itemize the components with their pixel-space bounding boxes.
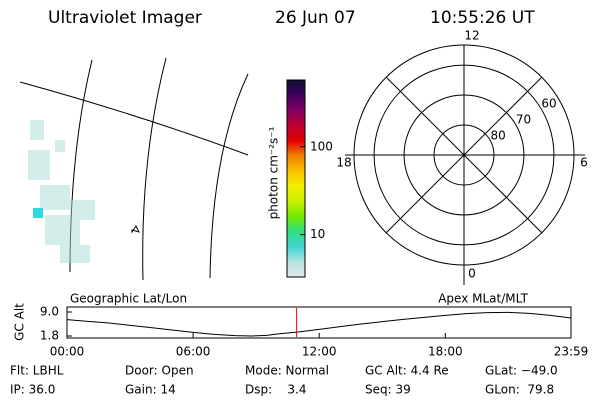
polar-axis (385, 76, 543, 234)
tick-label: 10 (310, 227, 325, 241)
longitude-line (209, 73, 249, 279)
colorbar (286, 79, 306, 278)
ring-label: 80 (491, 128, 506, 142)
mlt-label: 0 (468, 267, 476, 281)
polar-ring (373, 64, 555, 246)
status-field: Mode: Normal (245, 364, 329, 378)
y-axis-label: GC Alt (13, 303, 27, 341)
date: 26 Jun 07 (275, 8, 356, 28)
mlt-label: 12 (464, 29, 479, 43)
y-tick-label: 9.0 (40, 305, 59, 319)
ring-label: 70 (516, 113, 531, 127)
x-tick-label: 12:00 (302, 345, 337, 359)
status-field: Seq: 39 (365, 383, 411, 397)
title: Ultraviolet Imager (48, 8, 202, 28)
mlt-label: 6 (580, 156, 588, 170)
x-tick-label: 18:00 (428, 345, 463, 359)
status-field: Gain: 14 (125, 383, 176, 397)
x-tick-label: 06:00 (176, 345, 211, 359)
status-field: GC Alt: 4.4 Re (365, 364, 449, 378)
status-field: Dsp: 3.4 (245, 383, 307, 397)
polar-grid (345, 45, 585, 285)
longitude-line (142, 57, 167, 281)
ring-label: 60 (541, 97, 556, 111)
map (19, 57, 249, 281)
status-field: GLat: −49.0 (485, 364, 558, 378)
polar-ring (403, 94, 525, 216)
time: 10:55:26 UT (430, 8, 535, 28)
aurora-bright (33, 208, 43, 218)
status-field: Flt: LBHL (10, 364, 64, 378)
latitude-line (19, 81, 249, 156)
aurora (28, 120, 95, 263)
polar-ring (433, 124, 495, 186)
status-field: Door: Open (125, 364, 194, 378)
station-marker (131, 225, 140, 234)
panel-title: Apex MLat/MLT (438, 292, 528, 306)
altitude-line (66, 311, 572, 337)
status-field: IP: 36.0 (10, 383, 55, 397)
y-tick-label: 1.8 (40, 329, 59, 343)
status-field: GLon: 79.8 (485, 383, 554, 397)
x-tick-label: 23:59 (554, 345, 589, 359)
colorbar-label: photon cm⁻²s⁻¹ (267, 126, 281, 219)
panel-title: Geographic Lat/Lon (70, 292, 187, 306)
x-tick-label: 00:00 (50, 345, 85, 359)
polar-outer (353, 44, 575, 266)
mlt-label: 18 (336, 156, 351, 170)
tick-label: 100 (310, 139, 333, 153)
